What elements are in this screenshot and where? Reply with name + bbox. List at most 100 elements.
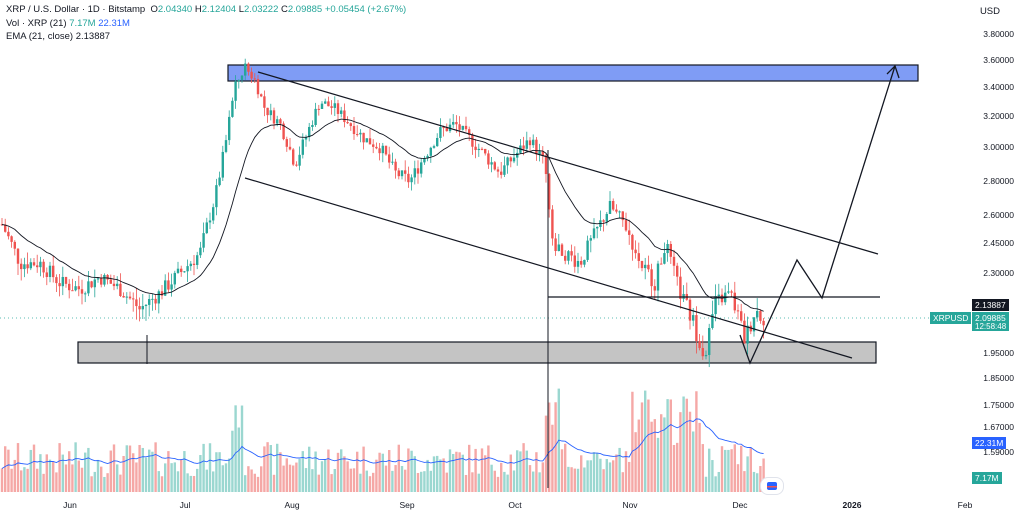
candle-body — [292, 149, 295, 165]
volume-bar — [10, 468, 13, 492]
candle-body — [199, 247, 202, 256]
candle-body — [746, 325, 749, 344]
candle-body — [186, 266, 189, 272]
candle-body — [442, 127, 445, 129]
volume-bar — [144, 457, 148, 492]
candle-body — [615, 209, 618, 212]
candle-body — [240, 75, 244, 80]
resistance-zone[interactable] — [227, 64, 919, 82]
y-tick: 1.59000 — [983, 447, 1014, 457]
candle-body — [759, 311, 762, 321]
candle-body — [640, 260, 644, 269]
candle-body — [756, 311, 759, 318]
volume-bar — [733, 444, 736, 492]
volume-bar — [522, 443, 525, 492]
volume-bar — [372, 472, 375, 492]
candle-body — [154, 298, 157, 304]
volume-bar — [266, 442, 269, 492]
volume-bar — [368, 476, 372, 492]
volume-ma-value: 22.31M — [98, 18, 130, 29]
candle-body — [704, 354, 708, 357]
ema-label[interactable]: EMA (21, close) — [6, 31, 74, 42]
volume-bar — [141, 447, 144, 492]
candle-body — [528, 140, 532, 146]
volume-bar — [471, 472, 474, 492]
candle-body — [576, 260, 580, 267]
volume-bar — [512, 470, 516, 492]
candle-body — [365, 138, 368, 143]
candle-body — [90, 281, 93, 288]
volume-bar — [247, 466, 250, 492]
volume-bar — [487, 445, 490, 492]
projection-path[interactable] — [739, 65, 896, 365]
volume-bar — [442, 458, 445, 492]
volume-bar — [352, 468, 356, 492]
volume-bar — [234, 405, 237, 492]
ema-legend[interactable]: EMA (21, close) 2.13887 — [6, 31, 110, 43]
candle-body — [106, 274, 109, 280]
candle-body — [647, 264, 650, 270]
volume-bar — [759, 466, 762, 492]
volume-bar — [196, 468, 199, 492]
ema-price-tag: 2.13887 — [972, 299, 1009, 311]
volume-bar — [320, 461, 324, 492]
candle-body — [548, 174, 551, 210]
volume-bar — [621, 472, 624, 492]
open-value: 2.04340 — [157, 4, 193, 15]
candle-body — [474, 146, 477, 151]
symbol-header[interactable]: XRP / U.S. Dollar · 1D · Bitstamp O2.043… — [6, 4, 406, 16]
candle-body — [218, 177, 221, 186]
volume-bars — [0, 388, 765, 492]
x-tick: Feb — [957, 500, 973, 510]
volume-bar — [100, 466, 103, 492]
y-tick: 2.30000 — [983, 268, 1014, 278]
candle-body — [743, 320, 746, 344]
candle-body — [32, 262, 36, 266]
candle-body — [506, 157, 509, 166]
volume-bar — [135, 462, 138, 492]
candle-body — [663, 253, 666, 264]
candle-body — [400, 170, 404, 177]
volume-bar — [164, 463, 167, 492]
volume-bar — [583, 467, 586, 492]
volume-bar — [420, 471, 423, 492]
candle-body — [538, 151, 541, 155]
volume-bar — [276, 443, 279, 492]
symbol-title[interactable]: XRP / U.S. Dollar · 1D · Bitstamp — [6, 4, 146, 15]
channel-upper-line[interactable] — [257, 71, 879, 255]
candle-body — [631, 234, 634, 250]
volume-bar — [16, 443, 20, 492]
volume-legend[interactable]: Vol · XRP (21) 7.17M 22.31M — [6, 18, 130, 30]
candle-body — [493, 162, 496, 170]
volume-bar — [688, 411, 692, 492]
y-tick: 3.60000 — [983, 55, 1014, 65]
candle-body — [180, 268, 183, 273]
volume-bar — [154, 442, 157, 492]
y-tick: 2.60000 — [983, 210, 1014, 220]
volume-bar — [279, 452, 282, 492]
currency-label[interactable]: USD — [979, 6, 1000, 17]
volume-bar — [330, 474, 333, 492]
candle-body — [308, 126, 311, 138]
symbol-tag: XRPUSD — [930, 312, 972, 324]
volume-bar — [596, 453, 599, 492]
volume-label[interactable]: Vol · XRP (21) — [6, 18, 67, 29]
candle-body — [109, 279, 112, 284]
volume-ma-tag: 22.31M — [972, 437, 1007, 449]
candle-body — [660, 263, 663, 265]
candle-body — [144, 304, 148, 307]
flag-icon[interactable] — [760, 477, 784, 495]
volume-bar — [644, 390, 647, 492]
support-zone[interactable] — [77, 341, 877, 364]
candle-body — [557, 244, 560, 252]
candle-body — [272, 110, 276, 124]
x-tick: Nov — [622, 500, 638, 510]
volume-bar — [96, 459, 100, 492]
volume-bar — [548, 402, 551, 492]
candle-body — [586, 240, 589, 260]
volume-bar — [506, 474, 509, 492]
candle-body — [356, 134, 359, 136]
volume-bar — [55, 472, 58, 492]
